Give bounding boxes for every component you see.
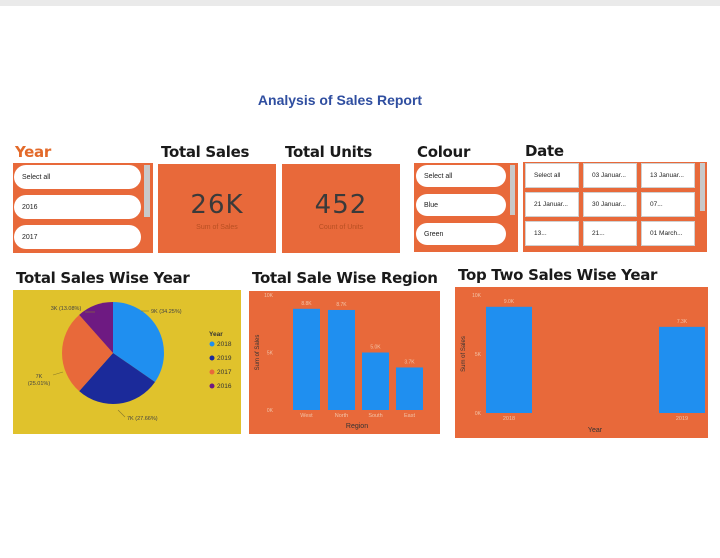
pie-slice-2018	[113, 302, 164, 382]
colour-slicer-scrollbar[interactable]	[510, 165, 515, 215]
pie-leader-line	[52, 371, 64, 376]
region-x-tick: East	[404, 413, 415, 419]
region-y-axis-label: Sum of Sales	[255, 335, 261, 371]
report-title: Analysis of Sales Report	[257, 92, 423, 108]
total-sales-card: 26K Sum of Sales	[158, 164, 276, 253]
region-bar-East	[396, 367, 423, 410]
date-cell[interactable]: Select all	[525, 163, 579, 188]
pie-legend-label: 2019	[217, 355, 232, 362]
region-y-tick: 5K	[267, 351, 274, 357]
pie-data-label: 9K (34.25%)	[151, 309, 182, 315]
pie-slice-2017	[62, 314, 113, 392]
date-cell[interactable]: 21...	[583, 221, 637, 246]
pie-legend-title: Year	[209, 331, 223, 338]
pie-slice-2016	[79, 302, 113, 353]
year-slicer-title: Year	[15, 143, 51, 161]
top-two-x-tick: 2019	[676, 416, 688, 422]
date-slicer-title: Date	[525, 142, 564, 160]
top-two-y-tick: 5K	[475, 352, 482, 358]
date-slicer-scrollbar[interactable]	[700, 163, 705, 211]
region-x-axis-label: Region	[346, 423, 368, 430]
region-x-tick: South	[368, 413, 382, 419]
year-option-select-all[interactable]: Select all	[14, 165, 141, 189]
region-bar-South	[362, 352, 389, 410]
pie-slice-2019	[79, 353, 155, 404]
region-chart-title: Total Sale Wise Region	[252, 269, 438, 287]
pie-data-label: 7K (27.66%)	[127, 416, 158, 422]
region-bar-chart: 0K 5K 10K 8.8K West 8.7K North 5.0K South 3.7K Eas…	[249, 291, 440, 434]
region-y-tick: 10K	[264, 293, 274, 299]
date-cell[interactable]: 07...	[641, 192, 695, 217]
pie-chart: 9K (34.25%) 7K (27.66%) 7K(25.01%) 3K (13.0…	[13, 290, 241, 434]
top-two-bar-chart: 0K 5K 10K 9.0K 2018 7.3K 2019 Year Sum of Sales	[455, 287, 708, 438]
pie-legend-label: 2017	[217, 369, 232, 376]
pie-legend-label: 2016	[217, 383, 232, 390]
region-x-tick: West	[300, 413, 313, 419]
region-data-label: 5.0K	[370, 345, 381, 351]
top-two-x-axis-label: Year	[588, 427, 603, 434]
date-cell[interactable]: 13 Januar...	[641, 163, 695, 188]
colour-slicer-title: Colour	[417, 143, 471, 161]
date-cell[interactable]: 30 Januar...	[583, 192, 637, 217]
total-sales-value: 26K	[190, 190, 244, 220]
colour-option-blue[interactable]: Blue	[416, 194, 506, 216]
region-bar-North	[328, 309, 355, 410]
colour-option-select-all[interactable]: Select all	[416, 165, 506, 187]
region-data-label: 3.7K	[404, 359, 415, 365]
total-units-value: 452	[314, 190, 368, 220]
top-bar	[0, 0, 720, 6]
top-two-data-label: 7.3K	[677, 319, 688, 325]
top-two-bar-2019	[659, 326, 705, 413]
region-data-label: 8.8K	[301, 301, 312, 307]
total-units-title: Total Units	[285, 143, 373, 161]
top-two-x-tick: 2018	[503, 416, 515, 422]
date-cell[interactable]: 03 Januar...	[583, 163, 637, 188]
top-two-chart-title: Top Two Sales Wise Year	[458, 266, 658, 284]
top-two-y-tick: 10K	[472, 293, 482, 299]
top-two-y-tick: 0K	[475, 411, 482, 417]
year-option-2016[interactable]: 2016	[14, 195, 141, 219]
top-two-data-label: 9.0K	[504, 299, 515, 305]
date-cell[interactable]: 13...	[525, 221, 579, 246]
year-slicer-scrollbar[interactable]	[144, 165, 150, 217]
pie-legend-marker	[209, 355, 215, 361]
colour-option-green[interactable]: Green	[416, 223, 506, 245]
total-sales-label: Sum of Sales	[196, 224, 238, 231]
year-option-2017[interactable]: 2017	[14, 225, 141, 249]
pie-leader-line	[117, 409, 126, 418]
region-y-tick: 0K	[267, 408, 274, 414]
pie-legend-label: 2018	[217, 341, 232, 348]
year-slicer: Select all 2016 2017	[13, 163, 153, 253]
top-two-bar-2018	[486, 306, 532, 413]
total-sales-title: Total Sales	[161, 143, 250, 161]
date-cell[interactable]: 21 Januar...	[525, 192, 579, 217]
region-x-tick: North	[335, 413, 348, 419]
pie-data-label: 3K (13.08%)	[51, 306, 82, 312]
pie-data-label: 7K	[36, 374, 43, 380]
colour-slicer: Select all Blue Green	[414, 163, 518, 252]
region-bar-West	[293, 308, 320, 410]
pie-legend-marker	[209, 341, 215, 347]
total-units-card: 452 Count of Units	[282, 164, 400, 253]
pie-data-label: (25.01%)	[28, 381, 50, 387]
date-cell[interactable]: 01 March...	[641, 221, 695, 246]
pie-legend-marker	[209, 369, 215, 375]
pie-legend-marker	[209, 383, 215, 389]
region-data-label: 8.7K	[336, 302, 347, 308]
total-units-label: Count of Units	[318, 224, 364, 231]
top-two-y-axis-label: Sum of Sales	[461, 336, 467, 372]
pie-chart-title: Total Sales Wise Year	[16, 269, 190, 287]
date-slicer: Select all 03 Januar... 13 Januar... 21 …	[523, 162, 707, 252]
